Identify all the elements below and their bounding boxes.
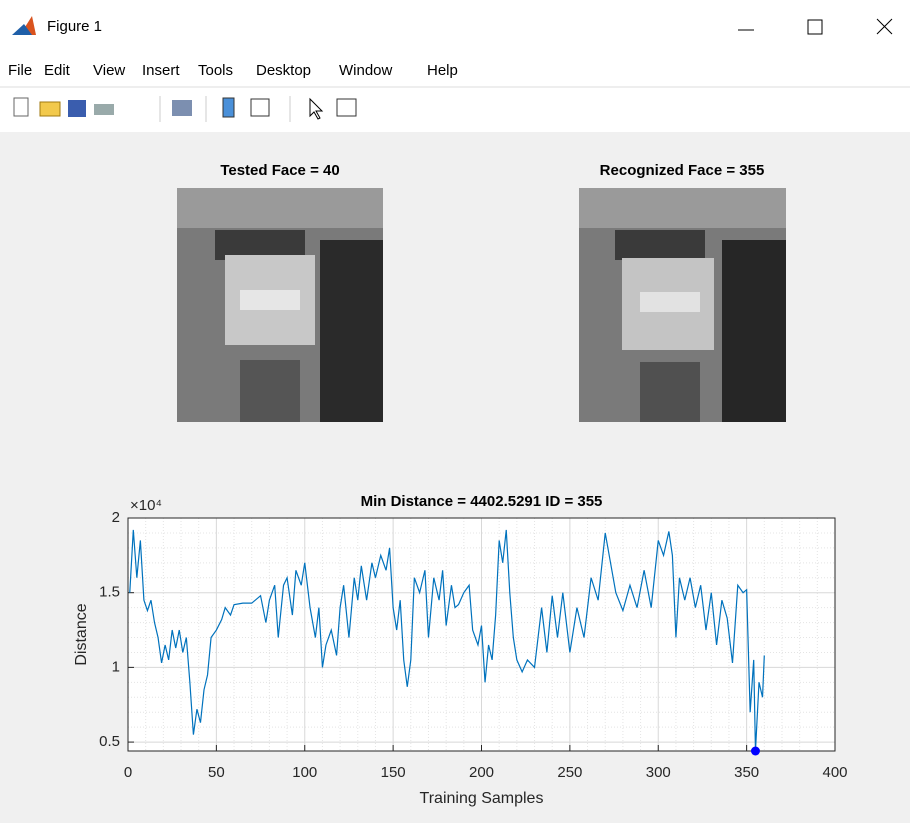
x-tick-label: 300 (646, 764, 671, 781)
page: Figure 1 FileEditViewInsertToolsDesktopW… (0, 0, 910, 823)
y-exponent: ×10⁴ (130, 497, 162, 514)
tested-face-image (177, 188, 383, 422)
x-tick-label: 0 (124, 764, 132, 781)
y-tick-label: 1.5 (99, 584, 120, 601)
x-tick-label: 400 (822, 764, 847, 781)
x-tick-label: 250 (557, 764, 582, 781)
y-tick-label: 2 (112, 509, 120, 526)
x-tick-label: 350 (734, 764, 759, 781)
figure: Tested Face = 40 Recognized Face = 355 0… (0, 0, 910, 823)
x-tick-label: 150 (381, 764, 406, 781)
image-title: Recognized Face = 355 (600, 162, 765, 179)
min-marker (751, 747, 760, 756)
y-tick-label: 1 (112, 658, 120, 675)
recognized-face-image (579, 188, 786, 422)
x-tick-label: 200 (469, 764, 494, 781)
chart-title: Min Distance = 4402.5291 ID = 355 (361, 493, 603, 510)
x-tick-label: 100 (292, 764, 317, 781)
image-title: Tested Face = 40 (220, 162, 339, 179)
x-tick-label: 50 (208, 764, 225, 781)
y-axis-label: Distance (73, 603, 90, 665)
y-tick-label: 0.5 (99, 733, 120, 750)
x-axis-label: Training Samples (420, 790, 544, 807)
